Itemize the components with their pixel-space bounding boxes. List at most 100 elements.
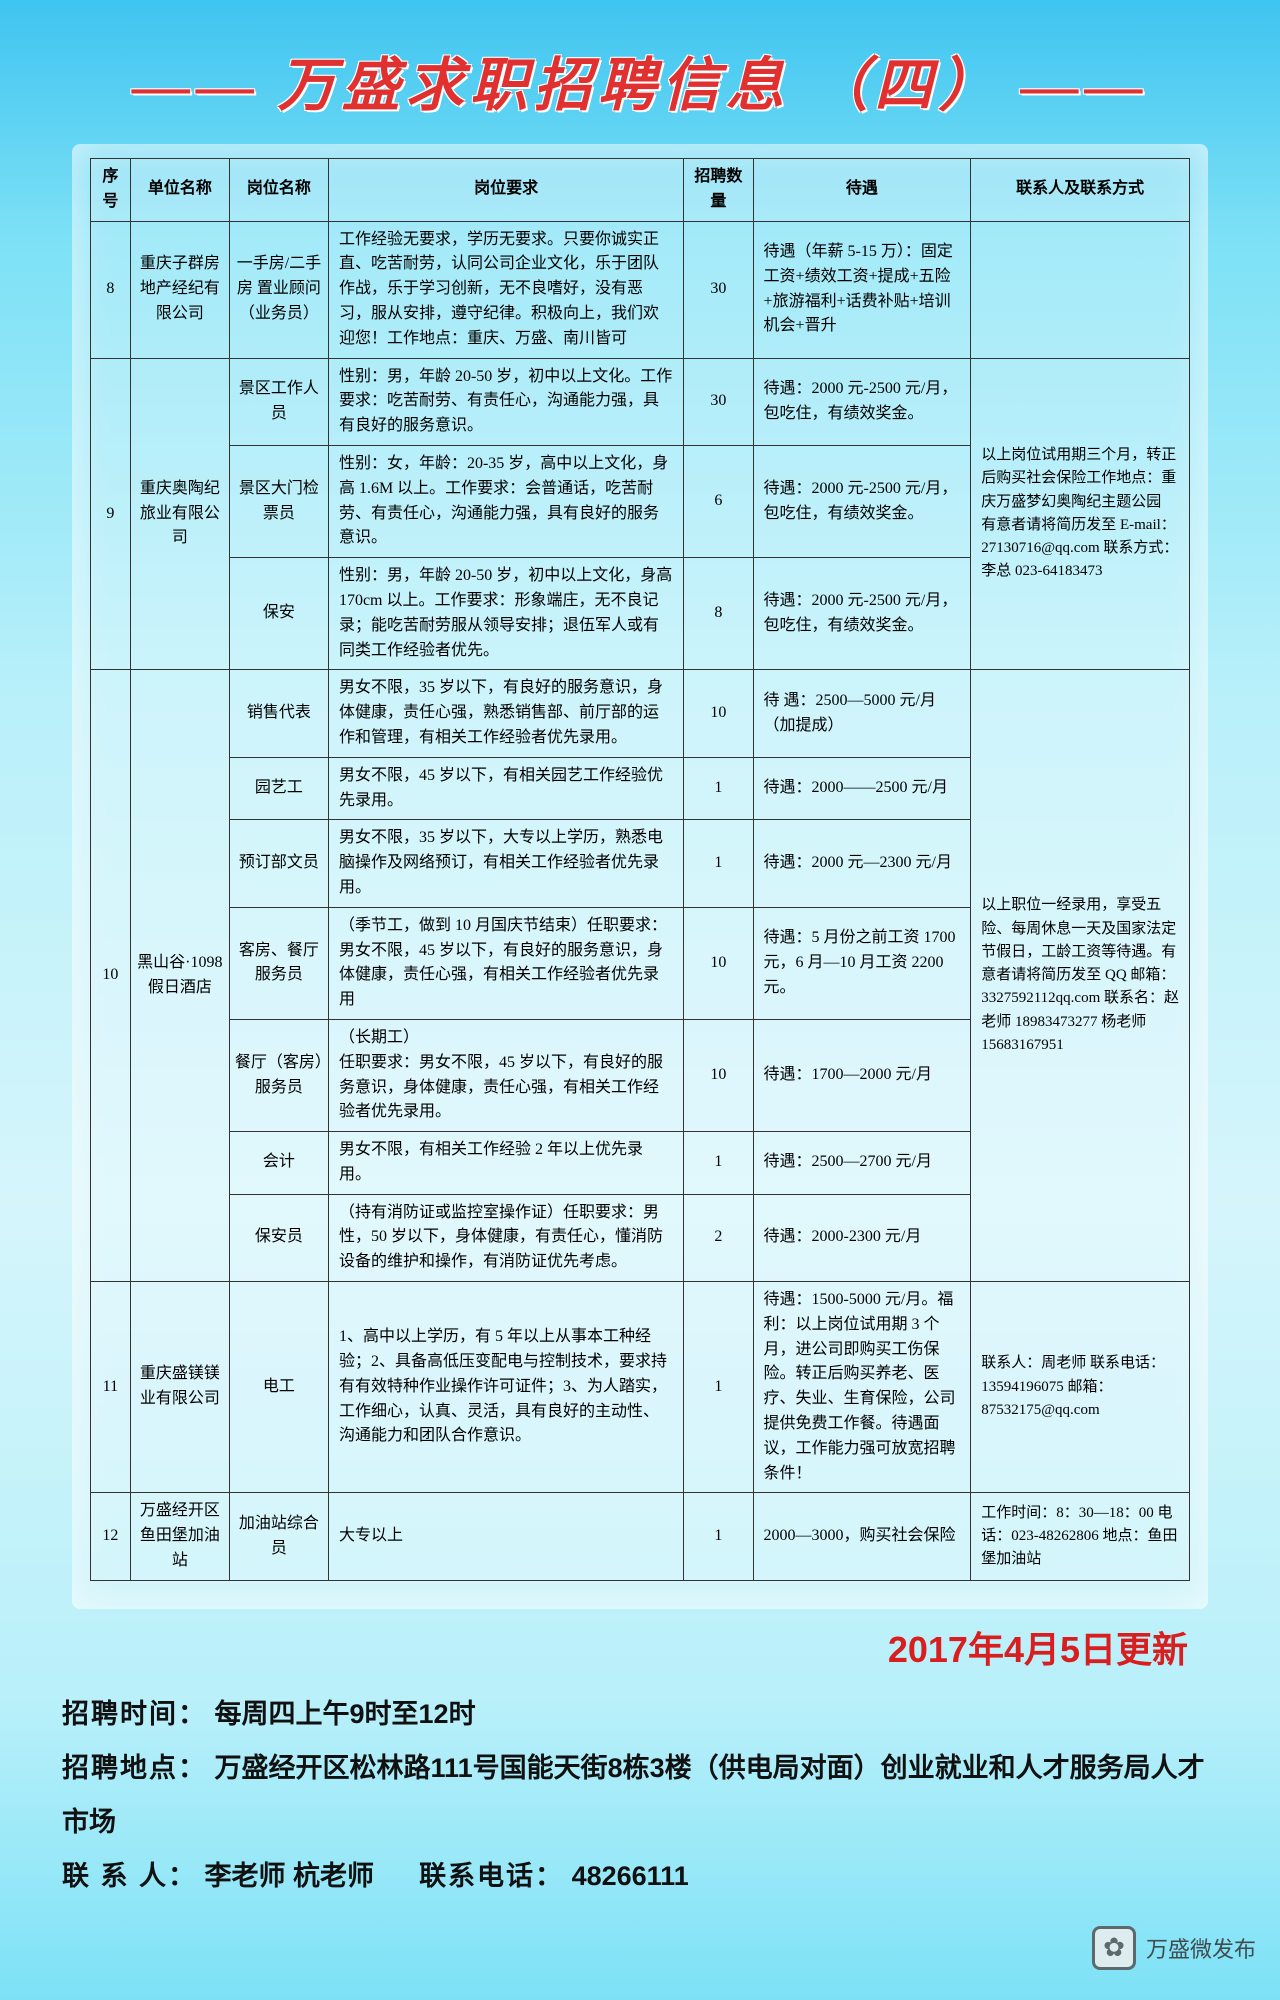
cell-seq: 9	[91, 358, 131, 670]
cell-contact: 工作时间：8：30—18：00 电话：023-48262806 地点：鱼田堡加油…	[971, 1493, 1190, 1580]
cell-count: 10	[684, 670, 753, 757]
cell-company: 黑山谷·1098 假日酒店	[130, 670, 229, 1282]
cell-contact	[971, 221, 1190, 358]
footer-addr-value: 万盛经开区松林路111号国能天街8栋3楼（供电局对面）创业就业和人才服务局人才市…	[62, 1753, 1205, 1837]
cell-contact: 以上职位一经录用，享受五险、每周休息一天及国家法定节假日，工龄工资等待遇。有意者…	[971, 670, 1190, 1282]
cell-requirement: （持有消防证或监控室操作证）任职要求：男性，50 岁以下，身体健康，有责任心，懂…	[328, 1194, 683, 1281]
footer-contact-value: 李老师 杭老师	[205, 1861, 375, 1891]
table-container: 序号 单位名称 岗位名称 岗位要求 招聘数量 待遇 联系人及联系方式 8 重庆子…	[72, 144, 1208, 1609]
cell-treatment: 2000—3000，购买社会保险	[753, 1493, 971, 1580]
cell-contact: 以上岗位试用期三个月，转正后购买社会保险工作地点：重庆万盛梦幻奥陶纪主题公园 有…	[971, 358, 1190, 670]
cell-treatment: 待遇：2000-2300 元/月	[753, 1194, 971, 1281]
cell-treatment: 待遇：2000 元—2300 元/月	[753, 820, 971, 907]
footer-addr: 招聘地点： 万盛经开区松林路111号国能天街8栋3楼（供电局对面）创业就业和人才…	[62, 1741, 1218, 1849]
cell-treatment: 待 遇：2500—5000 元/月（加提成）	[753, 670, 971, 757]
cell-count: 1	[684, 1132, 753, 1195]
footer-time-label: 招聘时间：	[62, 1699, 207, 1729]
cell-position: 加油站综合员	[229, 1493, 328, 1580]
footer-time-value: 每周四上午9时至12时	[215, 1699, 476, 1729]
footer-info: 招聘时间： 每周四上午9时至12时 招聘地点： 万盛经开区松林路111号国能天街…	[62, 1687, 1218, 1903]
cell-requirement: （季节工，做到 10 月国庆节结束）任职要求：男女不限，45 岁以下，有良好的服…	[328, 907, 683, 1019]
cell-requirement: 男女不限，35 岁以下，大专以上学历，熟悉电脑操作及网络预订，有相关工作经验者优…	[328, 820, 683, 907]
footer-contact-label: 联 系 人：	[62, 1861, 197, 1891]
cell-requirement: 1、高中以上学历，有 5 年以上从事本工种经验；2、具备高低压变配电与控制技术，…	[328, 1282, 683, 1493]
cell-position: 景区大门检票员	[229, 445, 328, 557]
cell-requirement: 男女不限，35 岁以下，有良好的服务意识，身体健康，责任心强，熟悉销售部、前厅部…	[328, 670, 683, 757]
cell-treatment: 待遇（年薪 5-15 万）：固定工资+绩效工资+提成+五险+旅游福利+话费补贴+…	[753, 221, 971, 358]
table-header-row: 序号 单位名称 岗位名称 岗位要求 招聘数量 待遇 联系人及联系方式	[91, 159, 1190, 222]
footer-addr-label: 招聘地点：	[62, 1753, 207, 1783]
cell-requirement: 性别：女，年龄：20-35 岁，高中以上文化，身高 1.6M 以上。工作要求：会…	[328, 445, 683, 557]
cell-count: 1	[684, 1282, 753, 1493]
cell-company: 万盛经开区鱼田堡加油站	[130, 1493, 229, 1580]
cell-position: 一手房/二手房 置业顾问（业务员）	[229, 221, 328, 358]
cell-count: 2	[684, 1194, 753, 1281]
cell-contact: 联系人：周老师 联系电话：13594196075 邮箱：87532175@qq.…	[971, 1282, 1190, 1493]
header-seq: 序号	[91, 159, 131, 222]
cell-treatment: 待遇：2000 元-2500 元/月，包吃住，有绩效奖金。	[753, 558, 971, 670]
cell-count: 1	[684, 820, 753, 907]
cell-count: 1	[684, 757, 753, 820]
cell-position: 餐厅（客房）服务员	[229, 1019, 328, 1131]
wechat-icon: ✿	[1092, 1926, 1136, 1970]
header-company: 单位名称	[130, 159, 229, 222]
cell-requirement: 男女不限，有相关工作经验 2 年以上优先录用。	[328, 1132, 683, 1195]
cell-count: 1	[684, 1493, 753, 1580]
footer-time: 招聘时间： 每周四上午9时至12时	[62, 1687, 1218, 1741]
watermark: ✿ 万盛微发布	[1092, 1926, 1256, 1970]
cell-position: 客房、餐厅服务员	[229, 907, 328, 1019]
table-body: 8 重庆子群房地产经纪有限公司 一手房/二手房 置业顾问（业务员） 工作经验无要…	[91, 221, 1190, 1580]
footer-tel-label: 联系电话：	[419, 1861, 564, 1891]
cell-company: 重庆子群房地产经纪有限公司	[130, 221, 229, 358]
page-title: 万盛求职招聘信息 （四）	[0, 0, 1280, 136]
cell-company: 重庆奥陶纪旅业有限公司	[130, 358, 229, 670]
table-row: 9重庆奥陶纪旅业有限公司景区工作人员性别：男，年龄 20-50 岁，初中以上文化…	[91, 358, 1190, 445]
cell-position: 销售代表	[229, 670, 328, 757]
cell-position: 景区工作人员	[229, 358, 328, 445]
cell-count: 30	[684, 358, 753, 445]
cell-requirement: 男女不限，45 岁以下，有相关园艺工作经验优先录用。	[328, 757, 683, 820]
update-date: 2017年4月5日更新	[0, 1621, 1188, 1673]
job-table: 序号 单位名称 岗位名称 岗位要求 招聘数量 待遇 联系人及联系方式 8 重庆子…	[90, 158, 1190, 1581]
cell-requirement: 性别：男，年龄 20-50 岁，初中以上文化，身高 170cm 以上。工作要求：…	[328, 558, 683, 670]
cell-seq: 10	[91, 670, 131, 1282]
header-requirement: 岗位要求	[328, 159, 683, 222]
cell-position: 园艺工	[229, 757, 328, 820]
cell-count: 6	[684, 445, 753, 557]
cell-treatment: 待遇：2000 元-2500 元/月，包吃住，有绩效奖金。	[753, 358, 971, 445]
cell-seq: 8	[91, 221, 131, 358]
cell-treatment: 待遇：2000——2500 元/月	[753, 757, 971, 820]
cell-count: 10	[684, 907, 753, 1019]
cell-requirement: 大专以上	[328, 1493, 683, 1580]
table-row: 8 重庆子群房地产经纪有限公司 一手房/二手房 置业顾问（业务员） 工作经验无要…	[91, 221, 1190, 358]
cell-position: 预订部文员	[229, 820, 328, 907]
cell-requirement: 性别：男，年龄 20-50 岁，初中以上文化。工作要求：吃苦耐劳、有责任心，沟通…	[328, 358, 683, 445]
watermark-text: 万盛微发布	[1146, 1932, 1256, 1964]
cell-count: 8	[684, 558, 753, 670]
cell-position: 保安	[229, 558, 328, 670]
header-count: 招聘数量	[684, 159, 753, 222]
cell-position: 保安员	[229, 1194, 328, 1281]
cell-requirement: 工作经验无要求，学历无要求。只要你诚实正直、吃苦耐劳，认同公司企业文化，乐于团队…	[328, 221, 683, 358]
header-treatment: 待遇	[753, 159, 971, 222]
cell-seq: 12	[91, 1493, 131, 1580]
cell-company: 重庆盛镁镁业有限公司	[130, 1282, 229, 1493]
table-row: 11 重庆盛镁镁业有限公司 电工 1、高中以上学历，有 5 年以上从事本工种经验…	[91, 1282, 1190, 1493]
header-contact: 联系人及联系方式	[971, 159, 1190, 222]
cell-position: 电工	[229, 1282, 328, 1493]
table-row: 10黑山谷·1098 假日酒店销售代表男女不限，35 岁以下，有良好的服务意识，…	[91, 670, 1190, 757]
table-row: 12 万盛经开区鱼田堡加油站 加油站综合员 大专以上 1 2000—3000，购…	[91, 1493, 1190, 1580]
cell-seq: 11	[91, 1282, 131, 1493]
cell-count: 10	[684, 1019, 753, 1131]
cell-position: 会计	[229, 1132, 328, 1195]
footer-tel-value: 48266111	[572, 1861, 689, 1891]
cell-treatment: 待遇：2500—2700 元/月	[753, 1132, 971, 1195]
footer-contact: 联 系 人： 李老师 杭老师 联系电话： 48266111	[62, 1849, 1218, 1903]
header-position: 岗位名称	[229, 159, 328, 222]
cell-treatment: 待遇：1700—2000 元/月	[753, 1019, 971, 1131]
cell-treatment: 待遇：1500-5000 元/月。福利：以上岗位试用期 3 个月，进公司即购买工…	[753, 1282, 971, 1493]
cell-count: 30	[684, 221, 753, 358]
cell-treatment: 待遇：2000 元-2500 元/月，包吃住，有绩效奖金。	[753, 445, 971, 557]
cell-requirement: （长期工）任职要求：男女不限，45 岁以下，有良好的服务意识，身体健康，责任心强…	[328, 1019, 683, 1131]
cell-treatment: 待遇：5 月份之前工资 1700 元，6 月—10 月工资 2200 元。	[753, 907, 971, 1019]
